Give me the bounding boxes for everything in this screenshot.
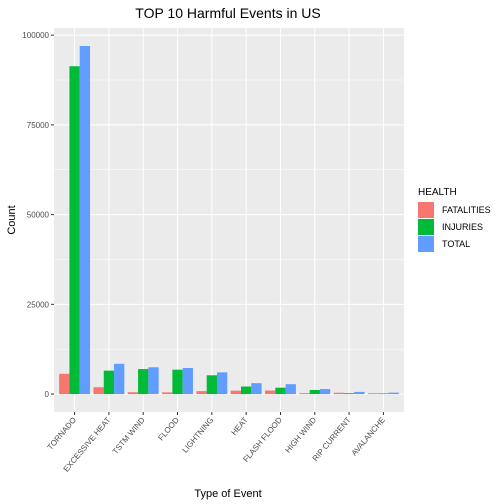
y-tick-label: 100000	[22, 31, 49, 40]
minor-gridlines	[54, 79, 404, 350]
bar-fatalities	[230, 390, 242, 395]
bar-total	[388, 392, 399, 395]
bar-injuries	[69, 66, 80, 395]
legend-label: FATALITIES	[442, 205, 491, 215]
x-tick-label: TORNADO	[46, 416, 79, 452]
x-tick-label: LIGHTNING	[180, 416, 215, 455]
legend-key-total	[418, 236, 434, 252]
bar-total	[114, 363, 125, 395]
bar-total	[251, 383, 262, 395]
legend-label: TOTAL	[442, 239, 470, 249]
plot-panel	[54, 28, 404, 412]
bar-fatalities	[333, 392, 344, 395]
bar-fatalities	[127, 392, 139, 395]
bar-fatalities	[367, 393, 379, 395]
x-tick-label: HEAT	[229, 415, 249, 437]
bar-injuries	[343, 393, 355, 395]
bar-fatalities	[162, 392, 173, 395]
y-tick-label: 0	[45, 390, 50, 399]
bar-total	[182, 368, 193, 395]
y-axis-title: Count	[6, 205, 18, 234]
legend-key-injuries	[418, 219, 434, 235]
bars	[59, 46, 399, 395]
y-axis: 0 25000 50000 75000 100000	[22, 31, 54, 399]
y-tick-label: 50000	[27, 211, 50, 220]
y-tick-label: 25000	[27, 300, 50, 309]
bar-injuries	[206, 375, 217, 395]
bar-injuries	[378, 393, 389, 395]
bar-total	[79, 46, 91, 395]
bar-injuries	[309, 389, 320, 395]
x-tick-label: HIGH WIND	[283, 415, 318, 454]
bar-total	[148, 367, 159, 395]
bar-injuries	[275, 387, 286, 395]
bar-injuries	[138, 369, 149, 395]
bar-fatalities	[299, 393, 310, 395]
bar-fatalities	[93, 387, 104, 395]
bar-total	[285, 384, 296, 395]
bar-injuries	[241, 386, 252, 395]
legend-label: INJURIES	[442, 222, 483, 232]
bar-total	[354, 391, 365, 395]
major-gridlines	[54, 28, 404, 412]
legend-key-fatalities	[418, 202, 434, 218]
bar-total	[319, 389, 331, 395]
x-tick-label: AVALANCHE	[350, 416, 387, 458]
y-tick-label: 75000	[27, 121, 50, 130]
legend-title: HEALTH	[418, 187, 457, 198]
chart-title: TOP 10 Harmful Events in US	[135, 5, 320, 21]
bar-fatalities	[59, 373, 70, 395]
x-tick-label: FLOOD	[156, 415, 181, 442]
bar-fatalities	[265, 390, 276, 395]
bar-total	[216, 372, 228, 395]
x-axis-title: Type of Event	[194, 488, 261, 500]
bar-injuries	[103, 370, 115, 395]
bar-injuries	[172, 369, 183, 395]
legend: HEALTH FATALITIES INJURIES TOTAL	[418, 187, 491, 252]
bar-fatalities	[196, 391, 207, 395]
x-tick-label: TSTM WIND	[111, 415, 147, 456]
